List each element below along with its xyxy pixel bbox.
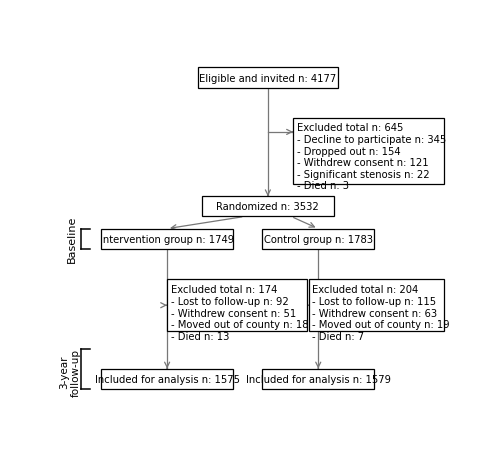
Text: Baseline: Baseline	[67, 216, 77, 263]
FancyBboxPatch shape	[101, 369, 233, 389]
Text: Excluded total n: 645
- Decline to participate n: 345
- Dropped out n: 154
- Wit: Excluded total n: 645 - Decline to parti…	[297, 123, 446, 191]
Text: Excluded total n: 204
- Lost to follow-up n: 115
- Withdrew consent n: 63
- Move: Excluded total n: 204 - Lost to follow-u…	[312, 285, 450, 341]
FancyBboxPatch shape	[198, 68, 338, 89]
FancyBboxPatch shape	[202, 197, 334, 217]
FancyBboxPatch shape	[293, 118, 444, 184]
Text: Excluded total n: 174
- Lost to follow-up n: 92
- Withdrew consent n: 51
- Moved: Excluded total n: 174 - Lost to follow-u…	[171, 285, 308, 341]
Text: Included for analysis n: 1575: Included for analysis n: 1575	[94, 374, 240, 384]
Text: Included for analysis n: 1579: Included for analysis n: 1579	[246, 374, 391, 384]
Text: Eligible and invited n: 4177: Eligible and invited n: 4177	[199, 74, 336, 83]
Text: 3-year
follow-up: 3-year follow-up	[58, 348, 80, 396]
FancyBboxPatch shape	[308, 280, 444, 331]
Text: Control group n: 1783: Control group n: 1783	[264, 234, 373, 244]
FancyBboxPatch shape	[262, 369, 374, 389]
FancyBboxPatch shape	[167, 280, 306, 331]
FancyBboxPatch shape	[262, 229, 374, 249]
Text: Randomized n: 3532: Randomized n: 3532	[216, 202, 320, 212]
FancyBboxPatch shape	[101, 229, 233, 249]
Text: Intervention group n: 1749: Intervention group n: 1749	[100, 234, 234, 244]
